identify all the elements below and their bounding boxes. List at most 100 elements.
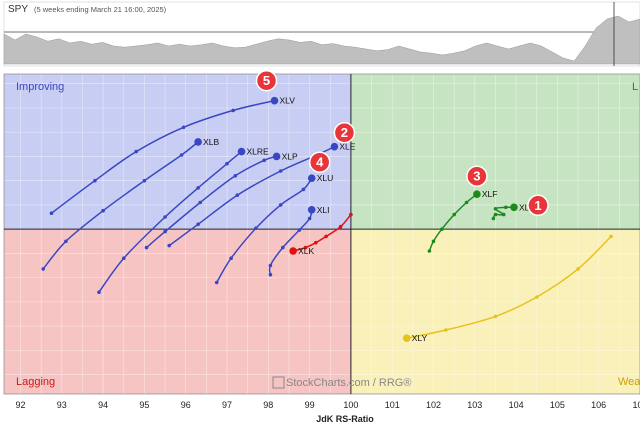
x-tick-label: 95 (139, 400, 149, 410)
tail-point-xly (576, 267, 580, 271)
symbol-label-xlf: XLF (482, 189, 498, 199)
tail-point-xly (535, 295, 539, 299)
tail-point-xlf (464, 200, 469, 205)
tail-xlu[interactable]: XLU (214, 173, 334, 285)
tail-point-xli (281, 245, 285, 250)
tail-head-xlp[interactable] (272, 152, 281, 161)
badge-number: 1 (534, 198, 541, 213)
tail-point-xlb (101, 208, 105, 213)
badge-circle (308, 151, 331, 173)
x-tick-label: 103 (467, 400, 482, 410)
badge-circle (333, 121, 356, 144)
tail-xly[interactable]: XLY (402, 234, 613, 344)
benchmark-strip: SPY (5 weeks ending March 21 16:00, 2025… (3, 1, 640, 67)
x-tick-label: 98 (263, 400, 273, 410)
tail-point-xli (268, 272, 273, 277)
badge-circle (527, 194, 549, 217)
symbol-label-xli: XLI (317, 205, 330, 215)
tail-head-xli[interactable] (307, 206, 316, 214)
tail-point-xle (167, 243, 171, 248)
symbol-label-xlc: XLC (519, 202, 536, 212)
symbol-label-xlu: XLU (317, 173, 334, 183)
tail-point-xlv (93, 178, 97, 183)
tail-head-xlu[interactable] (307, 174, 316, 182)
tail-point-xlre (225, 161, 229, 166)
badge-number: 4 (316, 155, 324, 170)
badge-3: 3 (466, 165, 488, 187)
badge-circle (466, 165, 488, 187)
tail-xlf[interactable]: XLF (427, 189, 498, 253)
badge-number: 2 (341, 125, 348, 140)
tail-xlv[interactable]: XLV (49, 96, 296, 215)
x-tick-label: 93 (57, 400, 67, 410)
badge-4: 4 (308, 151, 331, 173)
x-axis-title: JdK RS-Ratio (316, 414, 374, 424)
tail-point-xly (493, 314, 498, 319)
x-tick-label: 102 (426, 400, 441, 410)
tail-point-xly (609, 234, 613, 239)
tail-head-xlk[interactable] (289, 247, 297, 255)
tail-point-xlre (97, 290, 101, 294)
watermark: StockCharts.com / RRG® (272, 376, 411, 389)
tail-xli[interactable]: XLI (268, 205, 330, 277)
quadrant-label-lagging: Lagging (16, 376, 55, 388)
tail-line-xly (406, 235, 612, 339)
quadrant-backgrounds (4, 74, 640, 394)
tail-head-xlv[interactable] (270, 96, 279, 105)
tail-head-xlre[interactable] (237, 147, 246, 156)
symbol-label-xlb: XLB (203, 137, 219, 147)
tail-point-xlp (198, 200, 202, 205)
symbol-label-xly: XLY (412, 333, 428, 343)
tail-point-xlc (491, 216, 496, 221)
badge-5: 5 (255, 70, 278, 92)
x-tick-label: 96 (181, 400, 191, 410)
tail-xlb[interactable]: XLB (41, 137, 219, 271)
tail-xlc[interactable]: XLC (491, 202, 536, 221)
watermark-text: StockCharts.com / RRG® (286, 377, 411, 389)
ticker-label: SPY (8, 4, 28, 15)
tail-point-xlv (49, 211, 54, 215)
x-tick-label: 105 (550, 400, 565, 410)
benchmark-area (3, 15, 640, 65)
tail-point-xlk (349, 212, 353, 217)
tail-point-xlp (233, 174, 238, 178)
tail-point-xlre (196, 186, 200, 190)
tail-point-xlb (179, 153, 184, 157)
tail-xlre[interactable]: XLRE (97, 147, 269, 294)
x-tick-label: 99 (305, 400, 315, 410)
tail-xlk[interactable]: XLK (289, 212, 353, 256)
badge-number: 5 (263, 73, 270, 88)
tail-point-xlf (431, 239, 436, 244)
tail-head-xle[interactable] (330, 142, 339, 151)
badge-1: 1 (527, 194, 549, 217)
tail-point-xlk (338, 224, 343, 229)
tail-head-xlf[interactable] (473, 190, 481, 198)
tail-point-xly (444, 328, 448, 332)
tail-xlp[interactable]: XLP (144, 151, 298, 250)
tail-point-xlc (504, 205, 508, 210)
x-tick-label: 107 (632, 400, 640, 410)
plot-frame (3, 73, 640, 395)
tail-point-xlc (501, 212, 506, 217)
badge-circle (255, 70, 278, 92)
symbol-label-xle: XLE (339, 142, 355, 152)
tail-point-xlb (142, 178, 147, 183)
tail-point-xlb (41, 267, 45, 271)
grid-lines (3, 73, 640, 395)
badge-number: 3 (473, 169, 480, 184)
tail-point-xlb (64, 239, 68, 244)
tail-line-xlre (98, 151, 242, 293)
tail-point-xlc (493, 207, 498, 211)
tail-point-xlk (303, 245, 308, 250)
tail-head-xlc[interactable] (510, 203, 518, 212)
tail-point-xlk (314, 240, 318, 245)
tail-point-xlre (163, 215, 167, 219)
tail-point-xlu (301, 187, 306, 192)
tail-point-xle (235, 193, 240, 197)
tail-point-xli (268, 263, 273, 268)
tail-point-xle (196, 222, 200, 227)
tail-head-xly[interactable] (402, 334, 411, 343)
tail-point-xlk (324, 234, 328, 239)
symbol-label-xlre: XLRE (247, 147, 270, 157)
tail-head-xlb[interactable] (194, 138, 202, 146)
